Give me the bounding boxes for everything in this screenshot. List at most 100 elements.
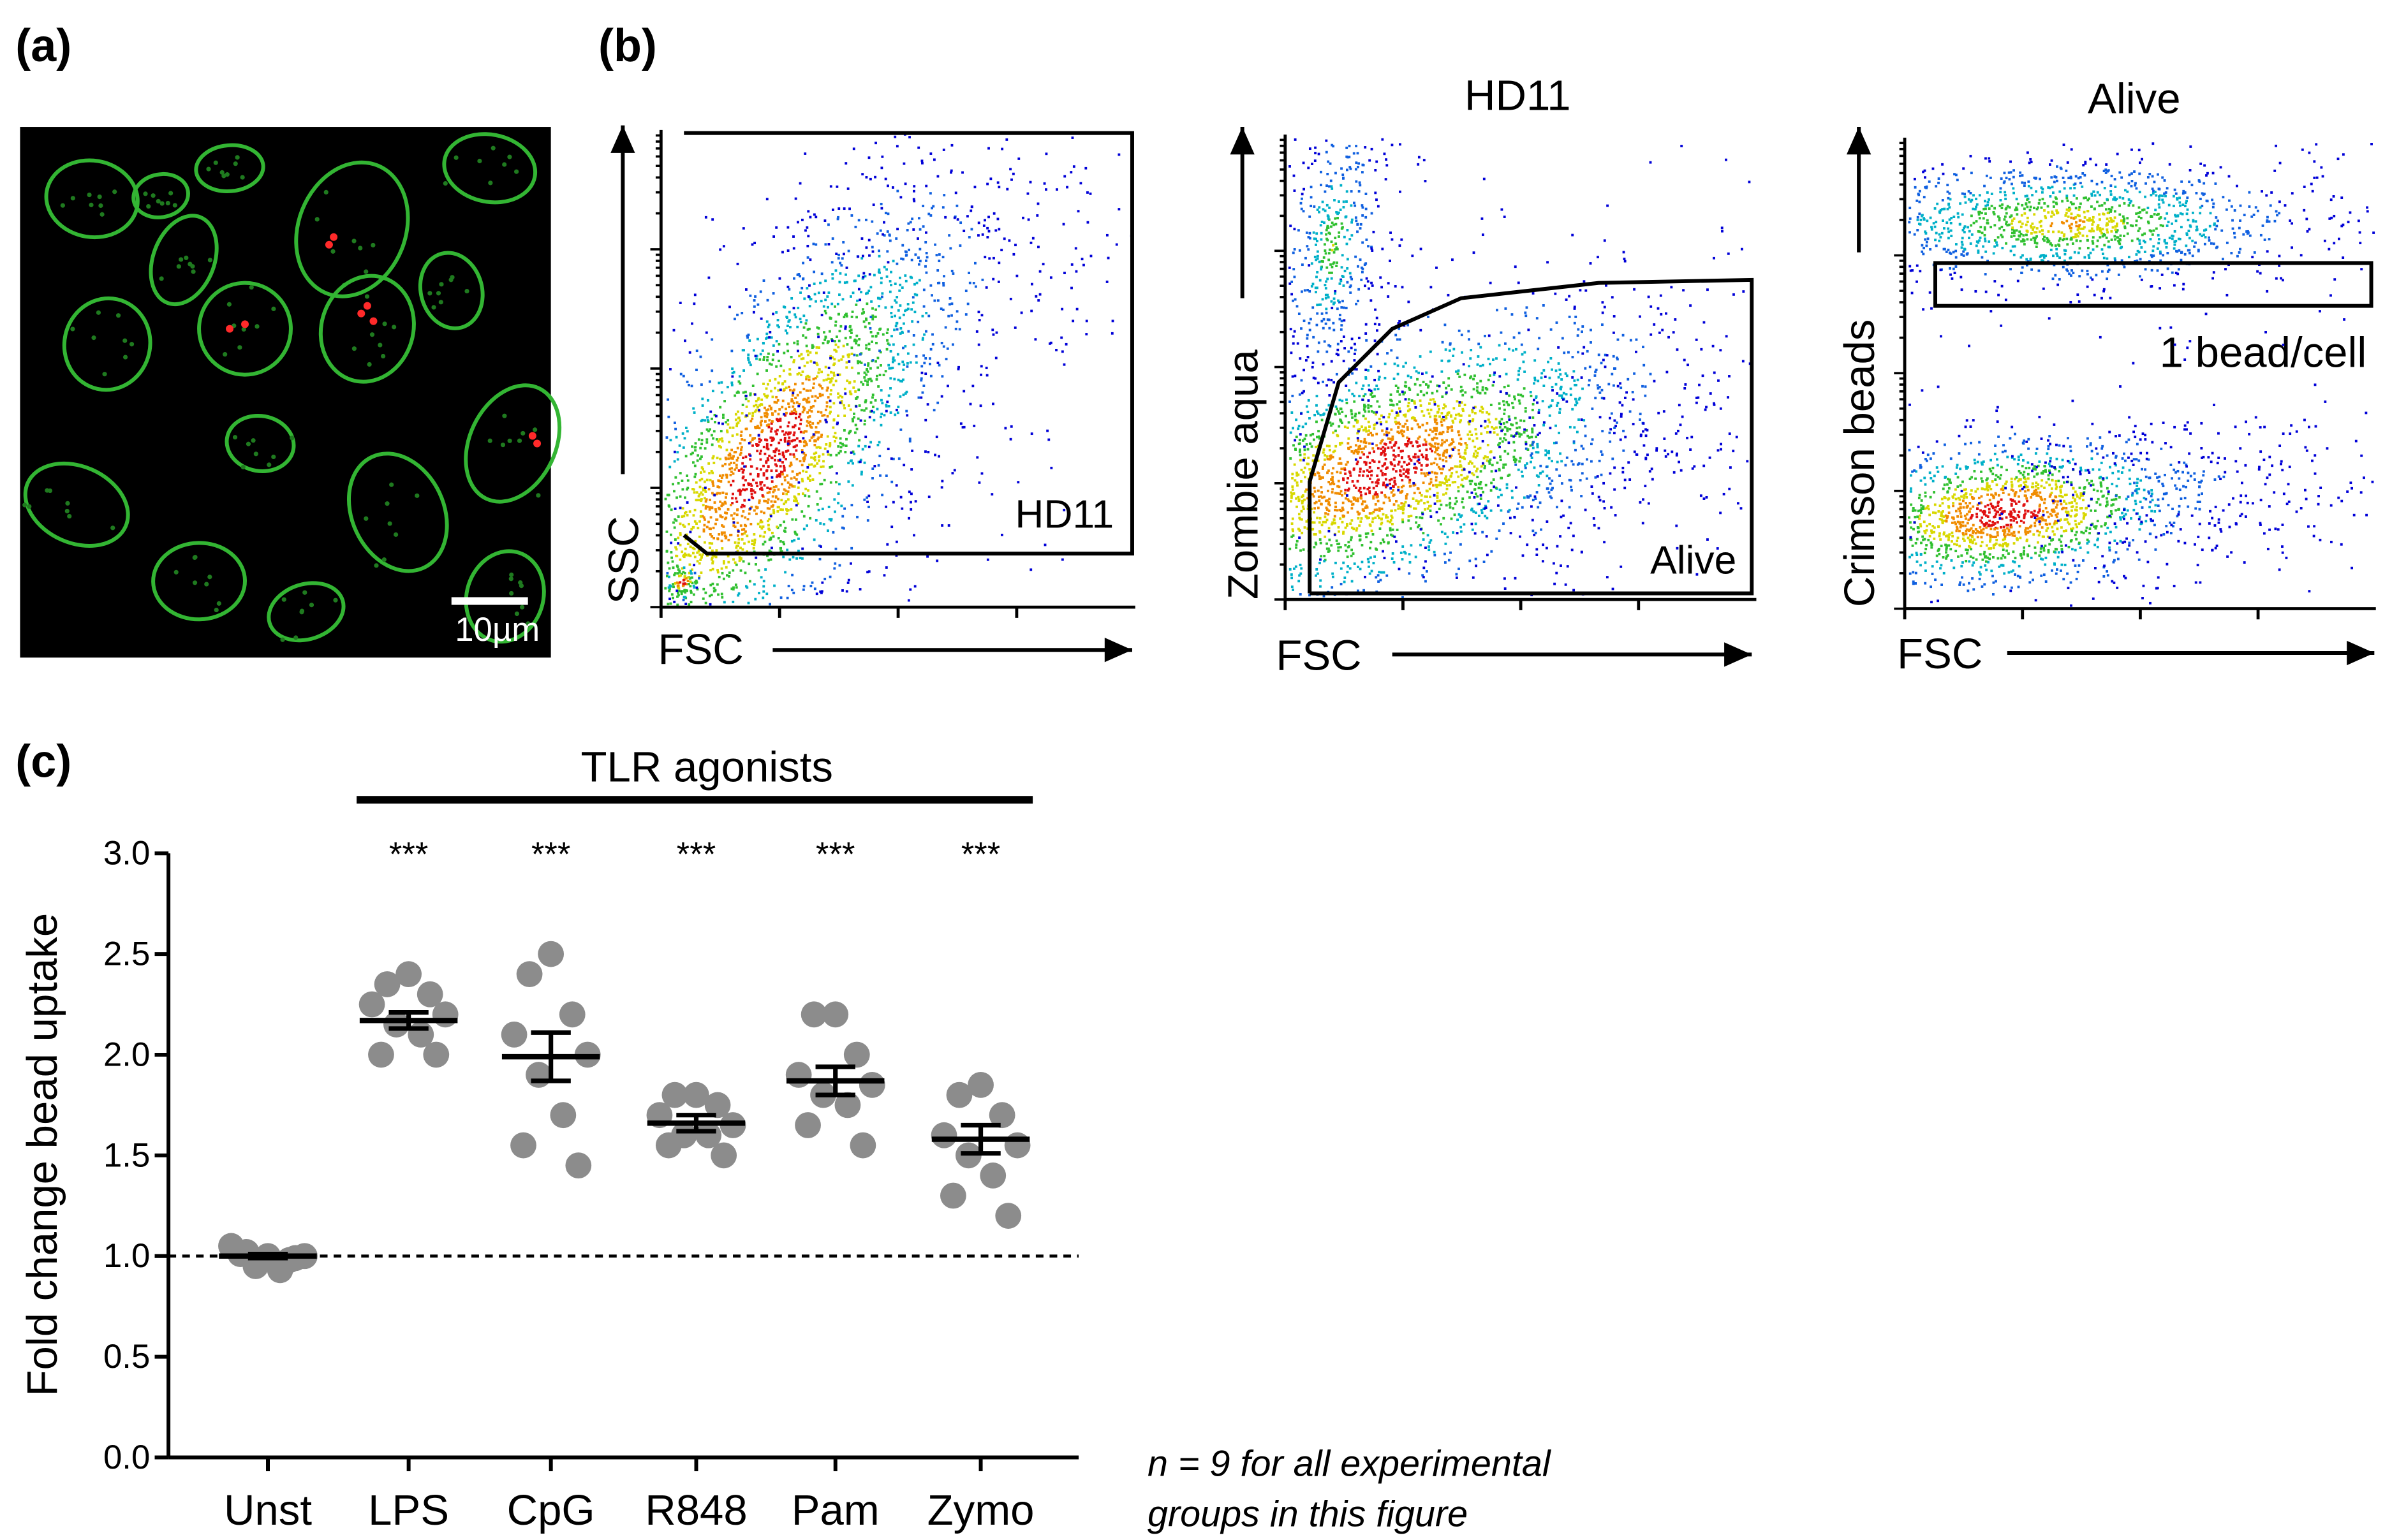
event-dot [711,562,714,565]
event-dot [1338,231,1341,234]
event-dot [799,557,802,560]
event-dot [880,389,883,392]
event-dot [1290,535,1294,538]
event-dot [869,330,873,334]
event-dot [674,582,677,585]
event-dot [1382,538,1385,541]
event-dot [1332,381,1335,384]
event-dot [1421,423,1424,427]
event-dot [908,136,911,139]
event-dot [1498,407,1501,410]
event-dot [768,419,771,422]
event-dot [1368,477,1371,480]
event-dot [816,437,820,441]
event-dot [675,548,678,551]
event-dot [827,506,830,508]
event-dot [1399,552,1403,554]
event-dot [1350,519,1354,522]
event-dot [774,430,777,433]
event-dot [827,291,830,294]
event-dot [1302,210,1305,213]
event-dot [920,377,923,380]
event-dot [1314,377,1317,380]
event-dot [1503,403,1505,406]
event-dot [783,520,786,524]
event-dot [1616,338,1620,341]
event-dot [1062,223,1065,226]
event-dot [1398,432,1401,434]
event-dot [1320,231,1323,235]
event-dot [844,327,847,330]
event-dot [905,309,908,312]
event-dot [1318,499,1321,502]
event-dot [732,472,735,475]
event-dot [1376,474,1379,478]
event-dot [902,378,904,381]
event-dot [1390,491,1393,494]
event-dot [1299,549,1302,552]
event-dot [1375,508,1378,511]
event-dot [1438,432,1441,436]
event-dot [1443,403,1446,406]
event-dot [753,404,756,407]
event-dot [709,516,712,519]
event-dot [1378,323,1381,326]
event-dot [844,450,847,453]
event-dot [677,594,680,597]
event-dot [871,314,875,318]
cell [149,214,219,307]
event-dot [665,436,668,439]
event-dot [703,480,706,483]
event-dot [1459,530,1463,533]
event-dot [854,390,857,393]
event-dot [748,412,751,415]
event-dot [665,550,668,553]
event-dot [682,374,685,378]
event-dot [776,510,779,513]
event-dot [843,387,846,390]
event-dot [732,588,735,590]
event-dot [890,525,894,529]
event-dot [1379,442,1382,444]
event-dot [907,222,910,225]
event-dot [1397,504,1400,507]
event-dot [1292,251,1295,254]
event-dot [1488,462,1491,465]
event-dot [747,334,750,337]
event-dot [1337,525,1340,529]
event-dot [1388,499,1391,502]
event-dot [1318,435,1320,438]
event-dot [773,584,776,587]
event-dot [798,402,801,406]
event-dot [838,339,841,342]
event-dot [764,531,767,534]
event-dot [712,462,716,464]
event-dot [1507,474,1510,478]
event-dot [1560,378,1563,381]
event-dot [1487,378,1490,381]
event-dot [837,414,839,417]
event-dot [1368,512,1371,515]
event-dot [1498,402,1501,405]
event-dot [1459,385,1463,388]
event-dot [829,393,832,396]
event-dot [1453,513,1456,517]
event-dot [692,461,695,464]
event-dot [881,292,884,295]
event-dot [725,476,728,479]
event-dot [1348,567,1352,570]
event-dot [1411,254,1414,258]
event-dot [1337,462,1340,465]
event-dot [1622,429,1625,432]
event-dot [1498,426,1502,429]
cell-texture [27,504,32,509]
event-dot [1345,497,1347,500]
event-dot [1440,424,1443,427]
event-dot [843,407,846,410]
event-dot [1489,281,1492,284]
event-dot [1378,571,1380,574]
event-dot [1389,527,1392,530]
event-dot [837,216,839,219]
event-dot [1431,430,1434,433]
cell-texture [381,557,387,562]
